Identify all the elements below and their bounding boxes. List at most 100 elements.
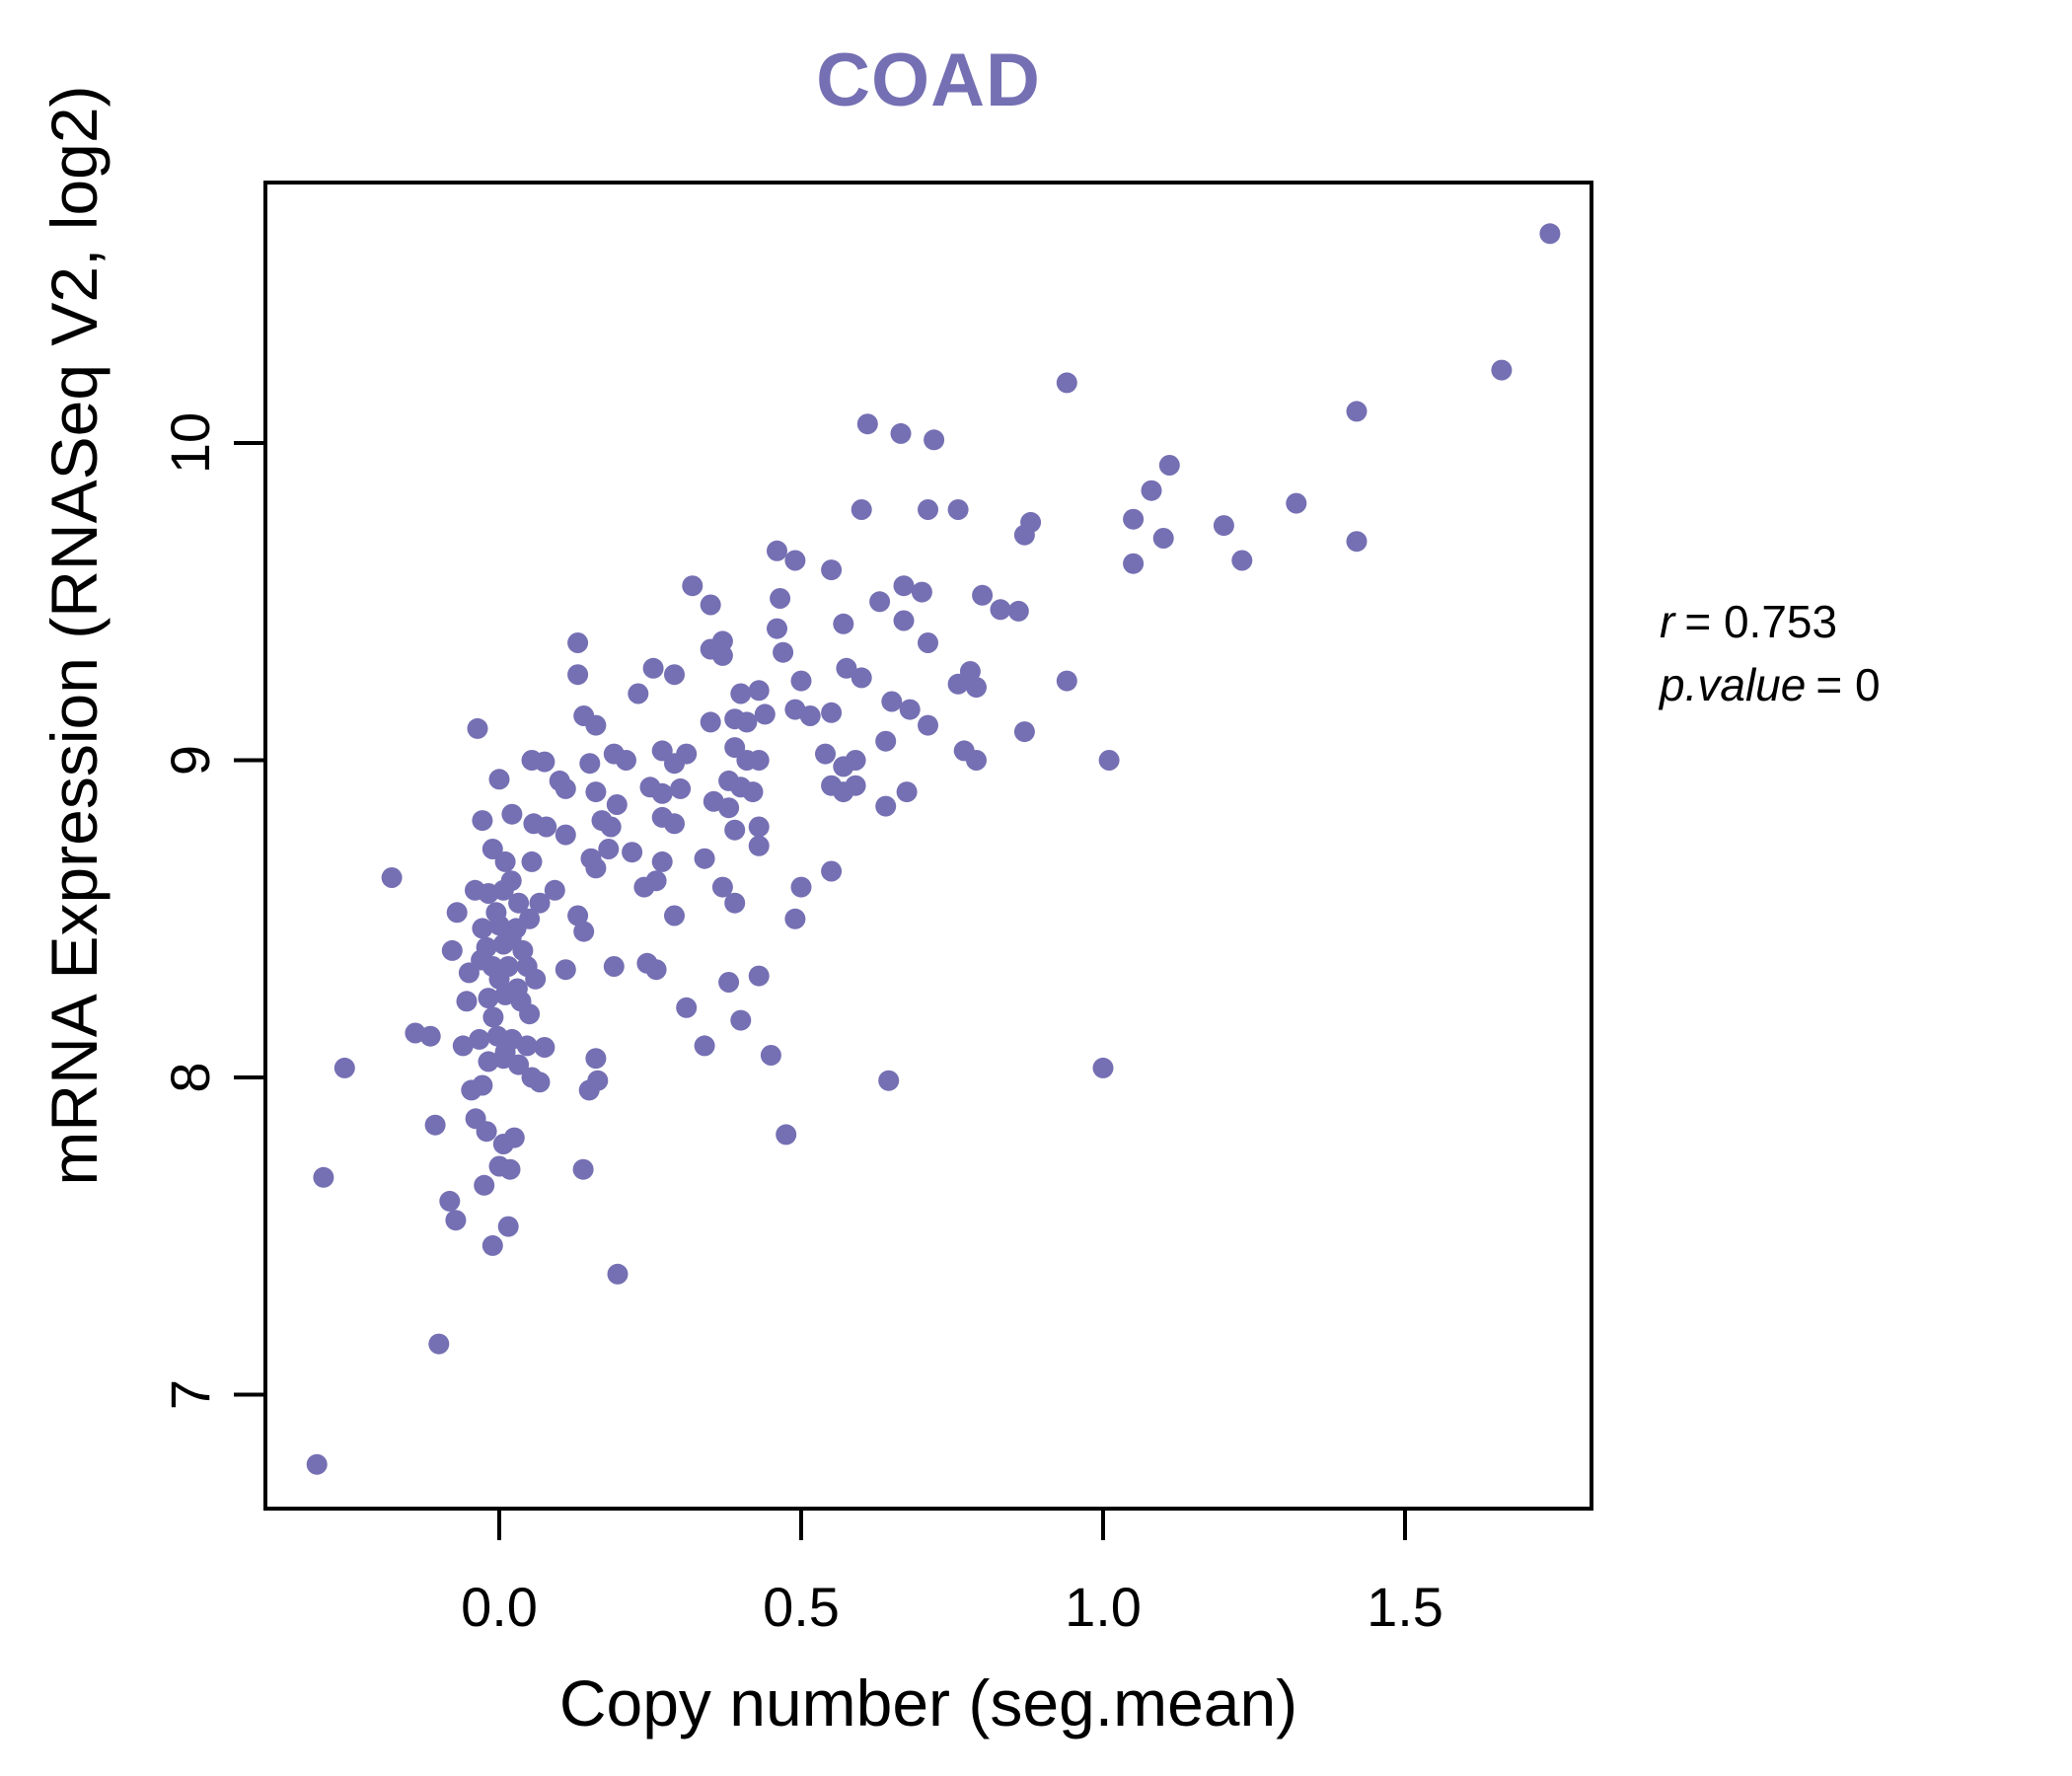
data-point (536, 816, 557, 838)
data-point (534, 1037, 555, 1058)
data-point (821, 702, 843, 723)
data-point (567, 664, 589, 686)
stats-annotation: r = 0.753 p.value = 0 (1660, 590, 1881, 716)
data-point (1491, 359, 1513, 381)
data-point (718, 972, 740, 993)
data-point (918, 714, 938, 736)
data-point (1056, 670, 1077, 692)
data-point (676, 997, 698, 1018)
data-point (1231, 550, 1253, 571)
data-point (736, 711, 758, 733)
data-point (770, 588, 791, 609)
r-value: = 0.753 (1684, 596, 1838, 647)
data-point (313, 1166, 334, 1188)
data-point (748, 965, 770, 987)
p-value-line: p.value = 0 (1660, 653, 1881, 716)
data-point (516, 1035, 538, 1057)
r-var: r (1660, 596, 1675, 647)
data-point (790, 876, 812, 898)
data-point (1286, 492, 1307, 514)
data-point (875, 795, 897, 817)
data-point (767, 540, 787, 561)
y-tick-label: 8 (159, 1062, 221, 1092)
data-point (585, 1048, 607, 1070)
data-point (724, 819, 746, 841)
data-point (519, 1003, 541, 1025)
data-point (924, 429, 945, 451)
data-point (555, 959, 576, 981)
data-point (1213, 515, 1234, 537)
data-point (306, 1453, 328, 1475)
data-point (333, 1057, 355, 1078)
data-point (851, 667, 872, 689)
data-point (730, 1009, 752, 1031)
y-tick-label: 7 (159, 1379, 221, 1410)
data-point (875, 730, 897, 752)
data-point (478, 883, 499, 904)
data-point (651, 782, 673, 804)
data-point (947, 499, 969, 520)
data-point (700, 711, 721, 733)
data-point (476, 1121, 497, 1143)
data-point (525, 968, 547, 990)
data-point (754, 703, 776, 725)
data-point (481, 1234, 503, 1256)
data-point (664, 664, 685, 686)
data-point (694, 1035, 715, 1057)
data-point (508, 1054, 530, 1075)
data-point (682, 575, 703, 597)
y-tick-label: 10 (159, 412, 221, 474)
data-point (474, 1174, 495, 1196)
data-point (572, 1158, 594, 1180)
p-var: p.value (1660, 659, 1807, 710)
data-point (878, 1070, 900, 1091)
data-point (893, 575, 915, 597)
data-point (700, 594, 721, 616)
data-point (529, 892, 551, 914)
data-point (784, 550, 806, 571)
data-point (1013, 721, 1035, 743)
y-tick-label: 9 (159, 745, 221, 776)
data-point (492, 933, 514, 955)
data-point (1007, 600, 1029, 622)
data-point (456, 991, 478, 1012)
data-point (815, 743, 836, 765)
data-point (799, 705, 821, 726)
x-tick-label: 1.5 (1367, 1576, 1443, 1638)
data-point (1346, 401, 1368, 422)
data-point (488, 968, 510, 990)
data-point (711, 876, 733, 898)
data-point (1123, 553, 1145, 574)
x-tick-label: 1.0 (1065, 1576, 1142, 1638)
plot-box (263, 181, 1593, 1511)
data-point (851, 499, 872, 520)
data-point (918, 632, 938, 653)
data-point (446, 902, 468, 924)
data-point (1346, 531, 1368, 553)
p-value: = 0 (1815, 659, 1881, 710)
data-point (760, 1045, 781, 1066)
data-point (748, 835, 770, 856)
data-point (598, 839, 620, 859)
data-point (521, 851, 543, 872)
data-point (821, 860, 843, 882)
data-point (966, 750, 987, 771)
data-point (896, 781, 918, 803)
data-point (1098, 750, 1120, 771)
x-tick-label: 0.5 (763, 1576, 840, 1638)
data-point (899, 699, 921, 720)
data-point (578, 1079, 600, 1101)
data-point (482, 1006, 504, 1028)
data-point (947, 673, 969, 695)
data-point (893, 610, 915, 631)
data-point (555, 777, 576, 799)
data-point (748, 750, 770, 771)
data-point (499, 1158, 521, 1180)
plot-title: COAD (816, 38, 1041, 122)
data-point (911, 581, 932, 603)
data-point (607, 1263, 629, 1285)
data-point (439, 1190, 461, 1212)
data-point (748, 680, 770, 702)
